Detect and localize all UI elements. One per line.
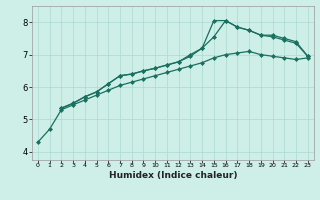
X-axis label: Humidex (Indice chaleur): Humidex (Indice chaleur)	[108, 171, 237, 180]
